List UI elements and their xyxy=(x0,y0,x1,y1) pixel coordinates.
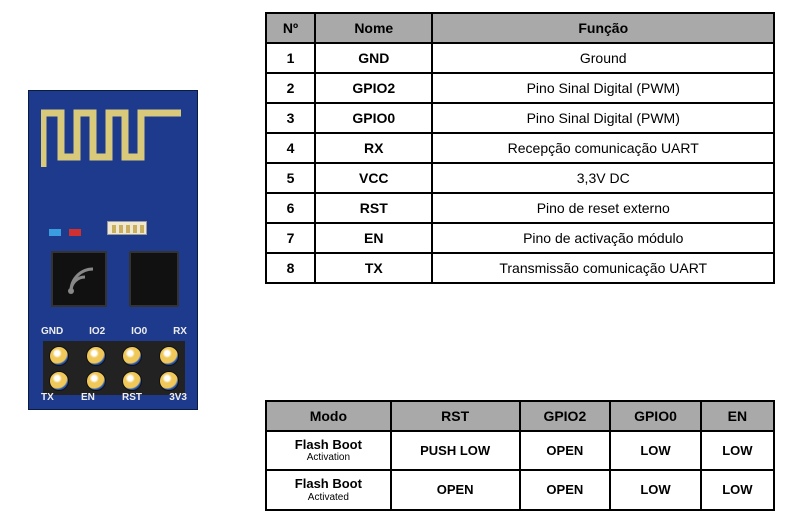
table-row: Flash BootActivatedOPENOPENLOWLOW xyxy=(266,470,774,509)
pin-number: 1 xyxy=(266,43,315,73)
pin-hole xyxy=(49,346,69,366)
pin-function-table: Nº Nome Função 1GNDGround2GPIO2Pino Sina… xyxy=(265,12,775,284)
pin-hole xyxy=(86,346,106,366)
pin-labels-top: GND IO2 IO0 RX xyxy=(41,326,187,337)
pin-hole xyxy=(159,346,179,366)
pin-hole xyxy=(86,371,106,391)
pin-number: 5 xyxy=(266,163,315,193)
pin-number: 6 xyxy=(266,193,315,223)
pin-function: Pino Sinal Digital (PWM) xyxy=(432,73,774,103)
esp-module: GND IO2 IO0 RX TX EN RST 3V3 xyxy=(28,90,198,410)
pin-hole xyxy=(49,371,69,391)
mode-value: OPEN xyxy=(520,431,611,470)
table-row: 1GNDGround xyxy=(266,43,774,73)
pin-name: RX xyxy=(315,133,432,163)
pin-hole xyxy=(122,371,142,391)
pin-labels-bottom: TX EN RST 3V3 xyxy=(41,392,187,403)
col-header: GPIO2 xyxy=(520,401,611,431)
pin-label: RX xyxy=(173,326,187,337)
table-row: 4RXRecepção comunicação UART xyxy=(266,133,774,163)
table-row: 5VCC3,3V DC xyxy=(266,163,774,193)
col-header: Modo xyxy=(266,401,391,431)
table-row: Flash BootActivationPUSH LOWOPENLOWLOW xyxy=(266,431,774,470)
pin-function: Transmissão comunicação UART xyxy=(432,253,774,283)
mode-name: Flash BootActivated xyxy=(266,470,391,509)
table-header-row: Nº Nome Função xyxy=(266,13,774,43)
pin-function: Ground xyxy=(432,43,774,73)
col-header: RST xyxy=(391,401,520,431)
table-row: 8TXTransmissão comunicação UART xyxy=(266,253,774,283)
pin-header-block xyxy=(43,341,185,395)
mode-value: LOW xyxy=(701,470,774,509)
table-row: 6RSTPino de reset externo xyxy=(266,193,774,223)
pin-hole xyxy=(122,346,142,366)
col-header: Função xyxy=(432,13,774,43)
col-header: EN xyxy=(701,401,774,431)
pin-label: EN xyxy=(81,392,95,403)
mode-value: LOW xyxy=(610,431,701,470)
pin-number: 3 xyxy=(266,103,315,133)
small-connector xyxy=(107,221,147,235)
pin-label: RST xyxy=(122,392,142,403)
espressif-logo-icon xyxy=(53,253,109,309)
pin-name: TX xyxy=(315,253,432,283)
pin-name: RST xyxy=(315,193,432,223)
col-header: Nome xyxy=(315,13,432,43)
flash-chip xyxy=(129,251,179,307)
esp-chip xyxy=(51,251,107,307)
pin-name: GPIO2 xyxy=(315,73,432,103)
table-row: 3GPIO0Pino Sinal Digital (PWM) xyxy=(266,103,774,133)
mode-value: OPEN xyxy=(391,470,520,509)
pin-label: IO0 xyxy=(131,326,147,337)
mode-name: Flash BootActivation xyxy=(266,431,391,470)
pin-function: 3,3V DC xyxy=(432,163,774,193)
pin-function: Pino de reset externo xyxy=(432,193,774,223)
table-header-row: Modo RST GPIO2 GPIO0 EN xyxy=(266,401,774,431)
pin-name: GND xyxy=(315,43,432,73)
pin-label: GND xyxy=(41,326,63,337)
pin-function: Recepção comunicação UART xyxy=(432,133,774,163)
pin-name: VCC xyxy=(315,163,432,193)
led-blue xyxy=(49,229,61,236)
pin-number: 4 xyxy=(266,133,315,163)
mode-value: LOW xyxy=(610,470,701,509)
pin-label: TX xyxy=(41,392,54,403)
pin-function: Pino Sinal Digital (PWM) xyxy=(432,103,774,133)
pin-name: GPIO0 xyxy=(315,103,432,133)
pin-function: Pino de activação módulo xyxy=(432,223,774,253)
antenna-trace xyxy=(41,107,187,173)
col-header: Nº xyxy=(266,13,315,43)
led-red xyxy=(69,229,81,236)
pin-number: 8 xyxy=(266,253,315,283)
pin-hole xyxy=(159,371,179,391)
table-row: 2GPIO2Pino Sinal Digital (PWM) xyxy=(266,73,774,103)
pin-label: IO2 xyxy=(89,326,105,337)
pin-name: EN xyxy=(315,223,432,253)
mode-value: PUSH LOW xyxy=(391,431,520,470)
boot-mode-table: Modo RST GPIO2 GPIO0 EN Flash BootActiva… xyxy=(265,400,775,511)
table-row: 7ENPino de activação módulo xyxy=(266,223,774,253)
pin-number: 2 xyxy=(266,73,315,103)
col-header: GPIO0 xyxy=(610,401,701,431)
pin-number: 7 xyxy=(266,223,315,253)
pin-label: 3V3 xyxy=(169,392,187,403)
mode-value: LOW xyxy=(701,431,774,470)
mode-value: OPEN xyxy=(520,470,611,509)
